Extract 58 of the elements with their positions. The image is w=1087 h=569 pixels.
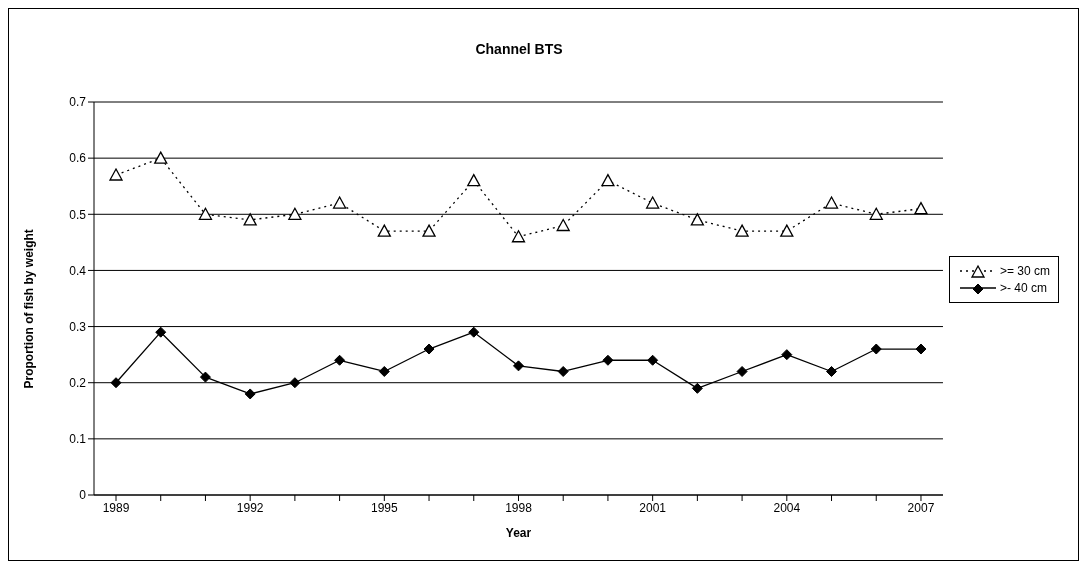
x-tick-label: 2007 (907, 500, 935, 515)
legend-label: >- 40 cm (999, 280, 1047, 295)
y-tick-label: 0 (79, 488, 87, 503)
point (556, 218, 570, 232)
point (511, 230, 526, 243)
point (780, 224, 794, 237)
point (332, 196, 347, 209)
y-tick-label: 0.2 (69, 375, 87, 390)
point (289, 377, 301, 389)
point (914, 202, 928, 215)
point (154, 151, 168, 164)
point (691, 382, 703, 394)
point (826, 365, 838, 377)
point (378, 365, 390, 377)
point (110, 377, 122, 389)
x-tick-label: 2004 (773, 500, 801, 515)
point (602, 354, 614, 366)
y-tick-label: 0.3 (69, 319, 87, 334)
point (557, 365, 569, 377)
y-tick-label: 0.4 (69, 263, 87, 278)
y-tick-label: 0.6 (69, 151, 87, 166)
point (198, 207, 213, 220)
y-tick-label: 0.7 (69, 95, 87, 110)
point (824, 196, 839, 209)
chart-title: Channel BTS (474, 41, 564, 57)
point (690, 213, 705, 226)
x-axis-title: Year (505, 526, 532, 540)
point (781, 349, 793, 361)
point (422, 224, 436, 237)
point (109, 168, 123, 181)
point (155, 326, 167, 338)
point (199, 371, 211, 383)
point (468, 326, 480, 338)
point (870, 343, 882, 355)
x-tick-label: 2001 (639, 500, 667, 515)
y-axis-title: Proportion of fish by weight (22, 229, 37, 389)
y-tick-label: 0.1 (69, 432, 87, 447)
point (423, 343, 435, 355)
point (377, 224, 391, 237)
point (646, 196, 660, 209)
point (601, 173, 615, 187)
point (736, 365, 748, 377)
point (334, 354, 346, 366)
point (467, 173, 481, 187)
x-tick-label: 1995 (370, 500, 398, 515)
legend-label: >= 30 cm (999, 263, 1050, 278)
point (869, 207, 883, 220)
point (512, 360, 524, 372)
point (288, 207, 302, 220)
point (647, 354, 659, 366)
x-tick-label: 1992 (236, 500, 264, 515)
point (243, 213, 257, 226)
y-tick-label: 0.5 (69, 207, 87, 222)
point (915, 343, 927, 355)
point (735, 224, 749, 237)
x-tick-label: 1989 (102, 500, 130, 515)
point (244, 388, 256, 400)
x-tick-label: 1998 (505, 500, 533, 515)
